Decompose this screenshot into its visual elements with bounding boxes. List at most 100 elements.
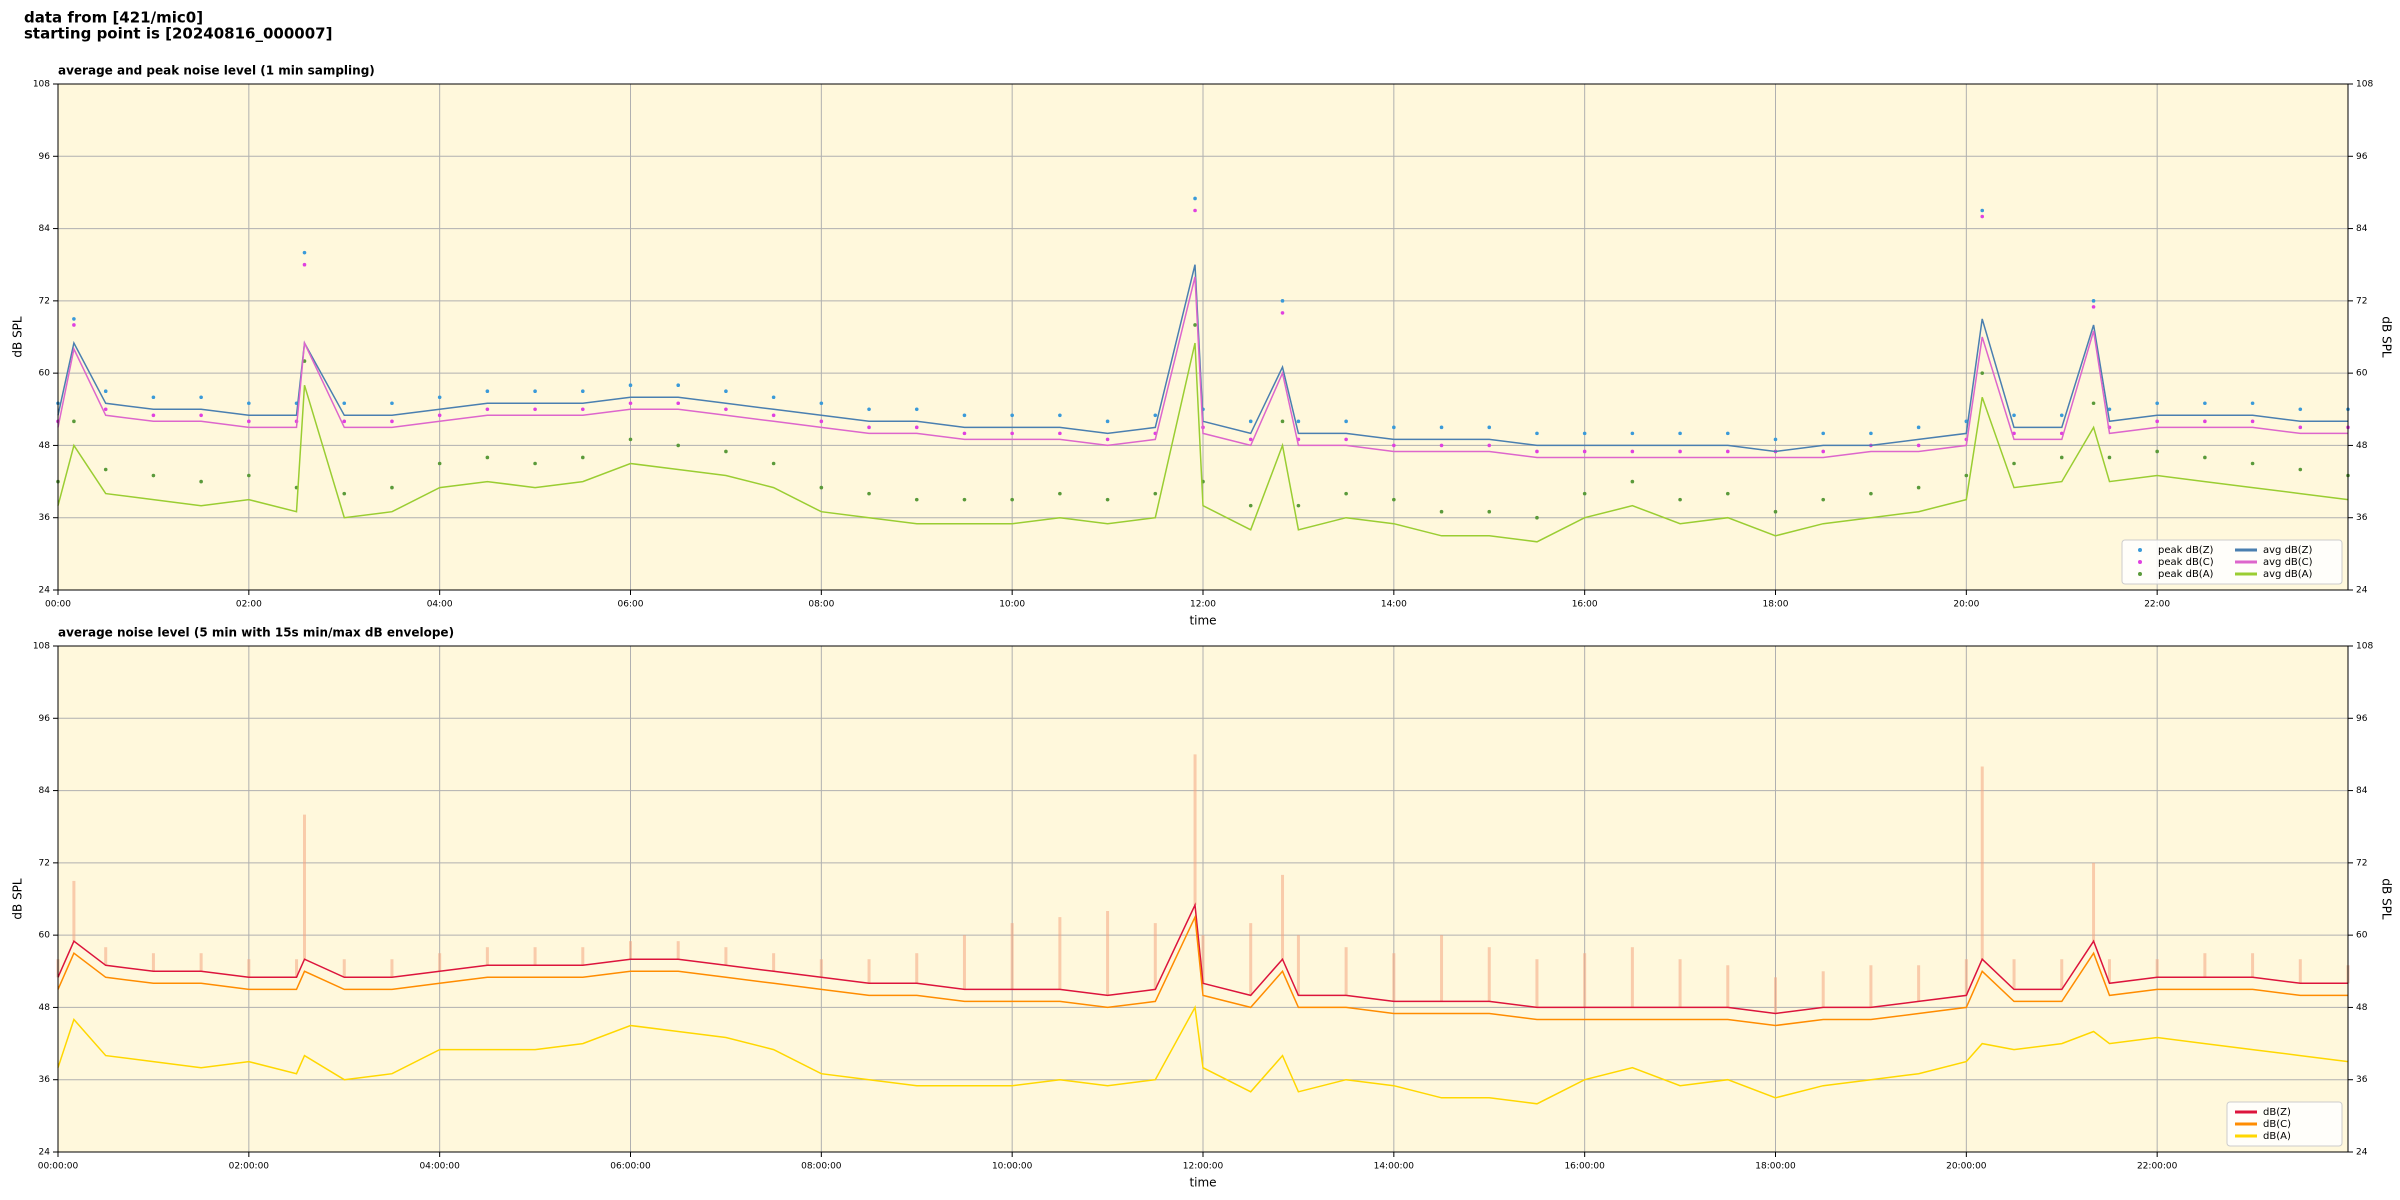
peak-dot <box>1916 425 1921 430</box>
peak-dot <box>1725 431 1730 436</box>
header-line: data from [421/mic0] <box>24 9 203 27</box>
peak-dot <box>2107 455 2112 460</box>
peak-dot <box>199 479 203 484</box>
peak-dot <box>1980 371 1985 375</box>
y2-tick-label: 48 <box>2356 441 2368 451</box>
peak-dot <box>2298 425 2303 430</box>
peak-dot <box>819 419 824 424</box>
y2-tick-label: 36 <box>2356 513 2368 523</box>
x-tick-label: 14:00:00 <box>1374 1162 1415 1172</box>
peak-dot <box>1916 443 1921 448</box>
y-tick-label: 96 <box>39 152 51 162</box>
x-tick-label: 10:00:00 <box>992 1162 1033 1172</box>
peak-dot <box>1280 419 1285 424</box>
x-axis-label: time <box>1189 614 1216 628</box>
peak-dot <box>1535 431 1539 436</box>
x-axis-label: time <box>1189 1176 1216 1190</box>
peak-dot <box>1630 479 1635 484</box>
panel: average and peak noise level (1 min samp… <box>11 64 2394 628</box>
plot-frame <box>57 645 2349 1153</box>
panel-title: average noise level (5 min with 15s min/… <box>58 626 454 640</box>
peak-dot <box>1296 419 1301 424</box>
series-line <box>57 342 2349 543</box>
y2-tick-label: 36 <box>2356 1075 2368 1085</box>
panel-title: average and peak noise level (1 min samp… <box>58 64 375 78</box>
y2-tick-label: 108 <box>2356 80 2373 90</box>
y-tick-label: 108 <box>33 80 50 90</box>
x-tick-label: 16:00 <box>1572 600 1598 610</box>
peak-dot <box>1248 503 1253 508</box>
y-tick-label: 84 <box>39 786 51 796</box>
y2-tick-label: 96 <box>2356 152 2368 162</box>
legend-swatch <box>2138 572 2142 576</box>
series-line <box>57 914 2348 1027</box>
peak-dot <box>771 413 776 418</box>
x-tick-label: 20:00:00 <box>1946 1162 1987 1172</box>
peak-dot <box>199 413 203 418</box>
legend-swatch <box>2138 560 2142 564</box>
x-tick-label: 04:00:00 <box>419 1162 460 1172</box>
x-tick-label: 06:00 <box>618 600 644 610</box>
series-line <box>57 902 2348 1015</box>
peak-dot <box>1153 491 1158 496</box>
legend-label: dB(Z) <box>2263 1107 2291 1118</box>
y-tick-label: 96 <box>39 714 51 724</box>
peak-dot <box>1678 497 1682 502</box>
peak-dot <box>437 395 442 400</box>
peak-dot <box>1280 299 1285 303</box>
legend-label: peak dB(Z) <box>2158 545 2214 556</box>
peak-dot <box>2012 461 2016 466</box>
peak-dot <box>676 401 681 406</box>
peak-dot <box>771 461 776 466</box>
peak-dot <box>2250 419 2255 424</box>
x-tick-label: 22:00 <box>2144 600 2170 610</box>
peak-dot <box>1058 431 1062 436</box>
peak-dot <box>580 407 585 412</box>
peak-dot <box>628 383 633 387</box>
peak-dot <box>1773 509 1778 514</box>
peak-dot <box>914 497 919 502</box>
peak-dot <box>1344 491 1348 496</box>
peak-dot <box>580 455 585 460</box>
x-tick-label: 20:00 <box>1953 600 1979 610</box>
peak-dot <box>2155 419 2159 424</box>
peak-dot <box>867 425 871 430</box>
peak-dot <box>2091 401 2096 406</box>
y-axis-label: dB SPL <box>11 878 25 920</box>
peak-dot <box>1296 503 1301 508</box>
peak-dot <box>724 389 728 394</box>
legend-label: dB(C) <box>2263 1119 2291 1130</box>
peak-dot <box>485 407 490 412</box>
peak-dot <box>1344 437 1348 442</box>
y-tick-label: 24 <box>39 586 51 596</box>
y2-tick-label: 24 <box>2356 586 2368 596</box>
peak-dot <box>72 317 76 321</box>
peak-dot <box>1153 413 1158 418</box>
peak-dot <box>1010 497 1014 502</box>
x-tick-label: 12:00:00 <box>1183 1162 1224 1172</box>
peak-dot <box>151 473 156 478</box>
peak-dot <box>2091 299 2096 303</box>
y2-axis-label: dB SPL <box>2380 878 2394 920</box>
y2-tick-label: 72 <box>2356 296 2367 306</box>
x-tick-label: 18:00 <box>1763 600 1789 610</box>
peak-dot <box>151 395 156 400</box>
peak-dot <box>1105 437 1110 442</box>
y-tick-label: 60 <box>39 931 51 941</box>
x-tick-label: 00:00:00 <box>38 1162 79 1172</box>
peak-dot <box>867 407 871 412</box>
peak-dot <box>1487 425 1492 430</box>
x-tick-label: 16:00:00 <box>1564 1162 1605 1172</box>
peak-dot <box>72 419 76 424</box>
peak-dot <box>533 407 537 412</box>
series-line <box>57 276 2348 459</box>
peak-dot <box>819 401 824 406</box>
peak-dot <box>2203 401 2207 406</box>
legend-label: peak dB(A) <box>2158 569 2214 580</box>
y-tick-label: 84 <box>39 224 51 234</box>
x-tick-label: 02:00 <box>236 600 262 610</box>
peak-dot <box>1487 443 1492 448</box>
x-tick-label: 12:00 <box>1190 600 1216 610</box>
peak-dot <box>771 395 776 400</box>
peak-dot <box>2012 413 2016 418</box>
